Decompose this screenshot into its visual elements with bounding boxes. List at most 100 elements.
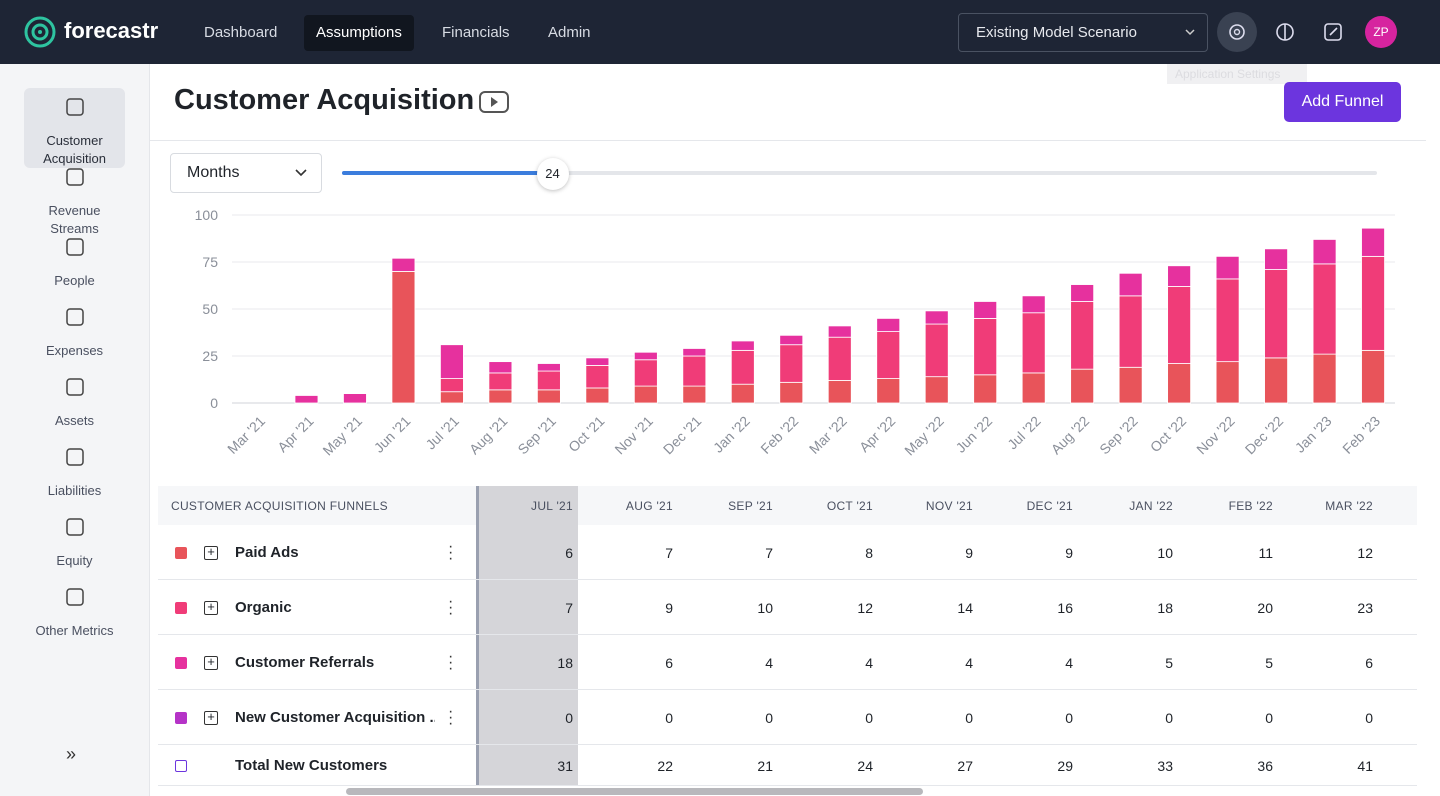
cell: 29: [1057, 757, 1073, 774]
bar-segment: [1264, 357, 1288, 404]
cell: 0: [865, 709, 873, 726]
bar-segment: [1167, 363, 1192, 404]
swatch: [175, 759, 187, 772]
cell: 7: [665, 544, 673, 561]
bar-segment: [1361, 349, 1385, 404]
bar-segment: [779, 334, 804, 346]
swatch: [175, 711, 187, 724]
edit-button[interactable]: [1323, 22, 1343, 42]
bar-segment: [1070, 284, 1095, 302]
cell: 23: [1357, 599, 1373, 616]
bar-segment: [488, 361, 513, 374]
collapse-button[interactable]: »: [66, 744, 77, 764]
sidebar-label: Assets: [54, 413, 94, 428]
x-tick-label: Oct '21: [565, 413, 608, 456]
y-tick-label: 100: [195, 207, 219, 223]
row-divider: [158, 634, 1417, 635]
cell: 5: [1265, 654, 1273, 671]
sidebar-item[interactable]: People: [24, 228, 125, 308]
bar-segment: [730, 349, 755, 385]
cell: 0: [565, 709, 573, 726]
x-tick-label: Feb '23: [1339, 413, 1383, 457]
theme-button[interactable]: [1275, 22, 1295, 42]
slider-fill: [342, 171, 553, 175]
bar-segment: [730, 340, 755, 351]
x-tick-label: Sep '21: [514, 413, 559, 458]
row-menu[interactable]: · · ·: [448, 592, 454, 622]
bar-segment: [440, 391, 464, 404]
bar-segment: [488, 389, 513, 404]
sidebar-item[interactable]: Equity: [24, 508, 125, 588]
row-name: Organic: [235, 598, 292, 616]
x-tick-label: Feb '22: [757, 413, 801, 457]
bar-segment: [682, 355, 707, 387]
bar-segment: [536, 389, 561, 404]
scenario-select[interactable]: Existing Model Scenario: [958, 13, 1208, 52]
sidebar-item[interactable]: Other Metrics: [24, 578, 125, 658]
period-select[interactable]: Months: [170, 153, 322, 193]
y-tick-label: 25: [202, 348, 218, 364]
bar-segment: [536, 363, 561, 372]
sidebar-icon: [66, 168, 84, 186]
add-funnel-button[interactable]: Add Funnel: [1284, 82, 1401, 122]
cell: 0: [1365, 709, 1373, 726]
x-tick-label: Jul '22: [1004, 413, 1044, 453]
cell: 8: [865, 544, 873, 561]
cell: 6: [665, 654, 673, 671]
tooltip: Application Settings: [1167, 64, 1307, 84]
slider-track[interactable]: [342, 171, 1377, 175]
cell: 36: [1257, 757, 1273, 774]
nav-item[interactable]: Dashboard: [204, 24, 278, 41]
sidebar-label: People: [54, 273, 95, 288]
bar-segment: [294, 395, 319, 404]
nav-item[interactable]: Admin: [548, 24, 591, 41]
bar-segment: [1021, 295, 1046, 314]
scrollbar[interactable]: [346, 788, 923, 795]
sidebar-icon: [66, 518, 84, 536]
cell: 18: [557, 654, 573, 671]
sidebar-item[interactable]: Customer Acquisition: [24, 88, 125, 168]
cell: 0: [765, 709, 773, 726]
sidebar-item[interactable]: Assets: [24, 368, 125, 448]
bar-segment: [1118, 272, 1143, 297]
column-header: OCT '21: [826, 499, 873, 513]
sidebar-icon: [66, 378, 84, 396]
cell: 4: [1065, 654, 1073, 671]
row-menu[interactable]: · · ·: [448, 647, 454, 677]
sidebar: Customer Acquisition Revenue Streams Peopl…: [0, 64, 150, 796]
bar-segment: [585, 364, 610, 389]
settings-button[interactable]: [1217, 12, 1257, 52]
bar-segment: [1312, 353, 1337, 404]
bar-segment: [585, 387, 610, 404]
expand-button[interactable]: +: [204, 710, 218, 725]
y-tick-label: 0: [210, 395, 218, 411]
avatar[interactable]: ZP: [1365, 16, 1397, 48]
slider-thumb[interactable]: 24: [536, 158, 569, 190]
swatch: [175, 601, 187, 614]
cell: 16: [1057, 599, 1073, 616]
nav-item[interactable]: Financials: [442, 24, 510, 41]
sidebar-icon: [66, 448, 84, 466]
column-header: MAR '22: [1325, 499, 1373, 513]
sidebar-icon: [66, 308, 84, 326]
bar-segment: [585, 357, 610, 366]
row-menu[interactable]: · · ·: [448, 537, 454, 567]
cell: 33: [1157, 757, 1173, 774]
cell: 4: [765, 654, 773, 671]
sidebar-item[interactable]: Expenses: [24, 298, 125, 378]
bar-segment: [633, 359, 658, 387]
video-icon[interactable]: [479, 90, 509, 114]
nav-item[interactable]: Assumptions: [304, 15, 414, 51]
expand-button[interactable]: +: [204, 655, 218, 670]
row-menu[interactable]: · · ·: [448, 702, 454, 732]
cell: 4: [965, 654, 973, 671]
expand-button[interactable]: +: [204, 545, 218, 560]
sidebar-icon: [66, 98, 84, 116]
expand-button[interactable]: +: [204, 600, 218, 615]
sidebar-item[interactable]: Liabilities: [24, 438, 125, 518]
x-tick-label: Dec '21: [660, 413, 705, 458]
sidebar-item[interactable]: Revenue Streams: [24, 158, 125, 238]
row-divider: [158, 744, 1417, 745]
column-header: SEP '21: [728, 499, 773, 513]
